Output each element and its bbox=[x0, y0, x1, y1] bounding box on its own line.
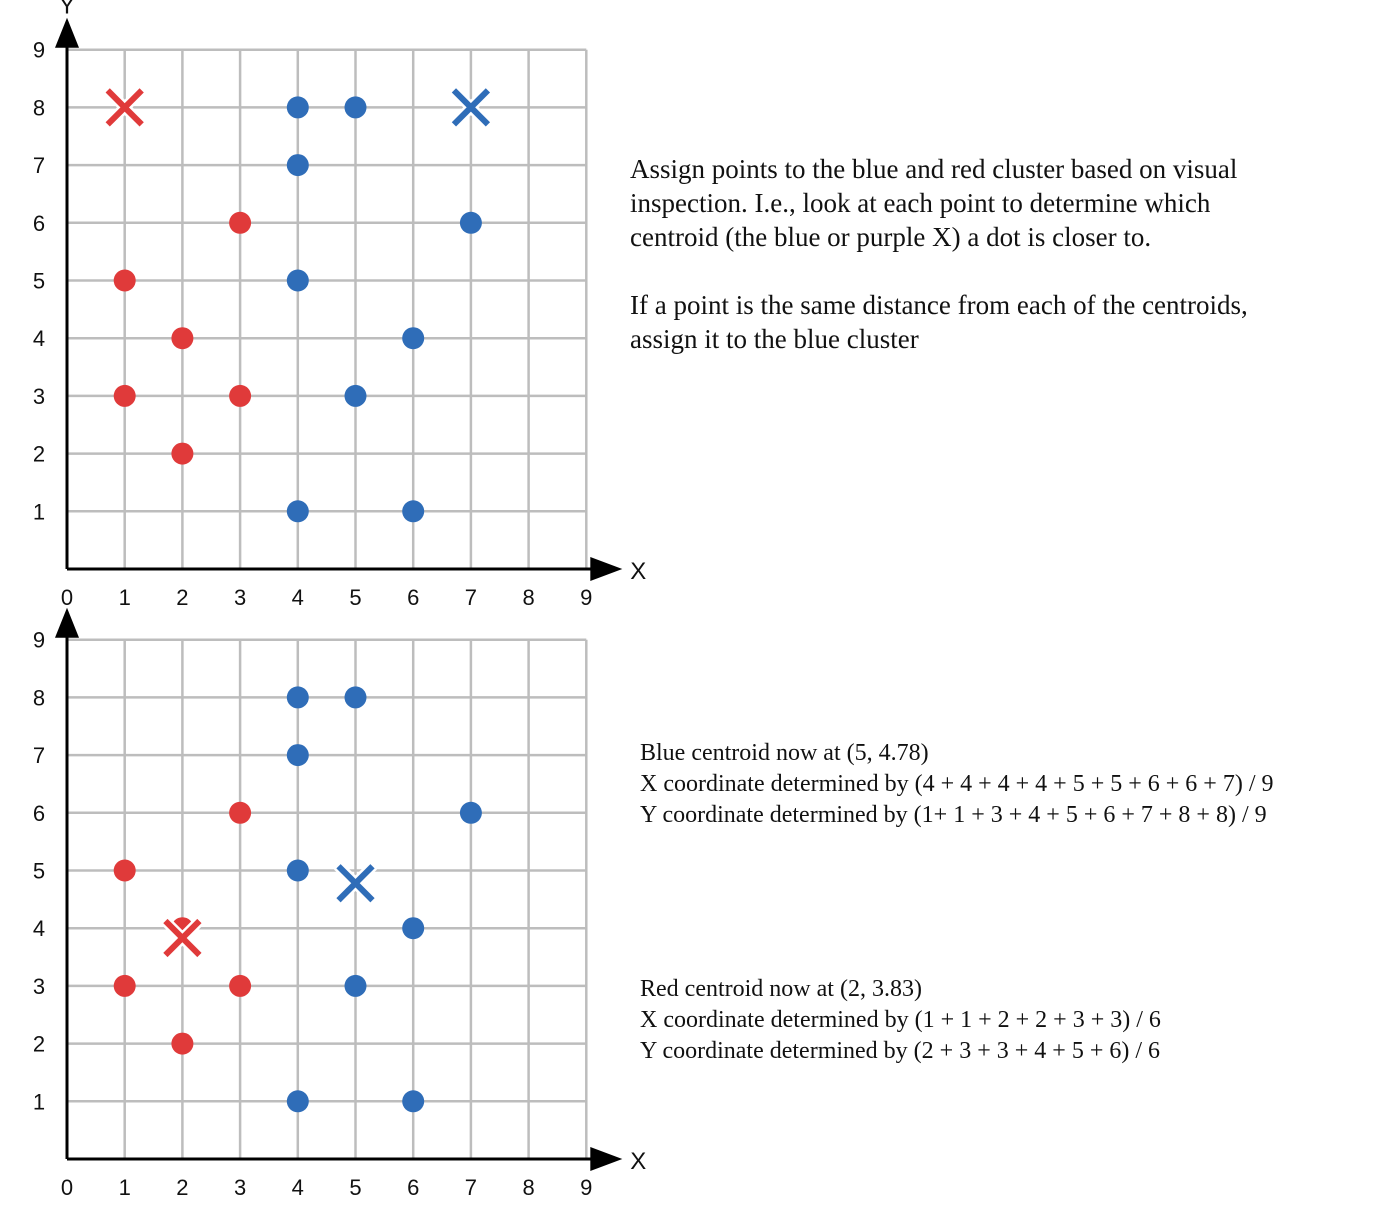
y-tick-label: 5 bbox=[33, 859, 45, 884]
blue-data-point bbox=[286, 96, 309, 119]
red-data-point bbox=[171, 442, 194, 465]
initial-centroids-scatter-plot: 0 1 2 3 4 5 6 7 8 9 1 2 3 4 5 6 7 8 9 X Y bbox=[33, 0, 646, 610]
y-axis-title: Y bbox=[59, 0, 75, 20]
y-tick-label: 1 bbox=[33, 1089, 45, 1114]
blue-data-point bbox=[402, 327, 425, 350]
blue-data-point bbox=[402, 1090, 425, 1113]
blue-data-point bbox=[286, 1090, 309, 1113]
y-tick-label: 9 bbox=[33, 628, 45, 653]
y-tick-label: 9 bbox=[33, 38, 45, 63]
blue-centroid-marker bbox=[448, 84, 494, 130]
x-axis-arrowhead bbox=[590, 557, 623, 581]
red-data-point bbox=[229, 384, 252, 407]
x-tick-label: 6 bbox=[407, 1175, 419, 1200]
y-tick-label: 3 bbox=[33, 974, 45, 999]
red-centroid-position: Red centroid now at (2, 3.83) bbox=[640, 976, 922, 1002]
blue-data-point bbox=[286, 154, 309, 177]
blue-data-point bbox=[286, 744, 309, 767]
blue-data-point bbox=[344, 974, 367, 997]
x-tick-label: 8 bbox=[522, 1175, 534, 1200]
blue-data-point bbox=[459, 211, 482, 234]
instructions-line-3: centroid (the blue or purple X) a dot is… bbox=[630, 222, 1152, 252]
blue-x-calculation: X coordinate determined by (4 + 4 + 4 + … bbox=[640, 771, 1274, 797]
x-tick-label: 7 bbox=[465, 585, 477, 610]
x-axis-arrowhead bbox=[590, 1147, 623, 1171]
tie-rule-line-2: assign it to the blue cluster bbox=[630, 324, 919, 354]
x-tick-label: 8 bbox=[522, 585, 534, 610]
y-tick-label: 4 bbox=[33, 326, 45, 351]
red-data-point bbox=[171, 1032, 194, 1055]
blue-data-point bbox=[286, 500, 309, 523]
y-tick-label: 8 bbox=[33, 685, 45, 710]
x-tick-label: 9 bbox=[580, 1175, 592, 1200]
blue-data-point bbox=[344, 384, 367, 407]
y-axis-arrowhead bbox=[55, 607, 79, 638]
red-data-point bbox=[229, 974, 252, 997]
red-data-point bbox=[113, 974, 136, 997]
x-tick-label: 9 bbox=[580, 585, 592, 610]
instructions-line-2: inspection. I.e., look at each point to … bbox=[630, 188, 1211, 218]
blue-data-point bbox=[344, 96, 367, 119]
x-tick-label: 3 bbox=[234, 1175, 246, 1200]
red-data-point bbox=[113, 859, 136, 882]
blue-data-point bbox=[344, 686, 367, 709]
blue-centroid-marker bbox=[333, 860, 378, 906]
red-centroid-marker bbox=[159, 915, 205, 961]
red-data-point bbox=[113, 269, 136, 292]
blue-data-point bbox=[286, 686, 309, 709]
y-tick-label: 7 bbox=[33, 743, 45, 768]
x-tick-label: 6 bbox=[407, 585, 419, 610]
x-tick-label: 4 bbox=[292, 585, 304, 610]
y-tick-label: 2 bbox=[33, 442, 45, 467]
red-x-calculation: X coordinate determined by (1 + 1 + 2 + … bbox=[640, 1007, 1161, 1033]
x-tick-label: 2 bbox=[176, 1175, 188, 1200]
y-tick-label: 2 bbox=[33, 1032, 45, 1057]
y-tick-label: 4 bbox=[33, 916, 45, 941]
x-tick-label: 1 bbox=[119, 1175, 131, 1200]
x-axis-title: X bbox=[630, 558, 646, 585]
red-data-point bbox=[171, 327, 194, 350]
x-tick-label: 7 bbox=[465, 1175, 477, 1200]
red-centroid-calculation: Red centroid now at (2, 3.83) X coordina… bbox=[640, 974, 1161, 1067]
x-tick-label: 2 bbox=[176, 585, 188, 610]
y-tick-label: 5 bbox=[33, 269, 45, 294]
red-data-point bbox=[113, 384, 136, 407]
blue-data-point bbox=[286, 269, 309, 292]
y-tick-label: 3 bbox=[33, 384, 45, 409]
y-tick-label: 6 bbox=[33, 801, 45, 826]
x-tick-label: 5 bbox=[349, 585, 361, 610]
blue-centroid-calculation: Blue centroid now at (5, 4.78) X coordin… bbox=[640, 738, 1274, 831]
blue-y-calculation: Y coordinate determined by (1+ 1 + 3 + 4… bbox=[640, 802, 1267, 828]
tie-rule-line-1: If a point is the same distance from eac… bbox=[630, 290, 1248, 320]
instructions-text: Assign points to the blue and red cluste… bbox=[630, 152, 1248, 356]
blue-data-point bbox=[402, 917, 425, 940]
x-tick-label: 4 bbox=[292, 1175, 304, 1200]
x-tick-label: 0 bbox=[61, 585, 73, 610]
blue-data-point bbox=[459, 801, 482, 824]
x-tick-label: 0 bbox=[61, 1175, 73, 1200]
blue-centroid-position: Blue centroid now at (5, 4.78) bbox=[640, 740, 929, 766]
y-tick-label: 6 bbox=[33, 211, 45, 236]
updated-centroids-scatter-plot: 0 1 2 3 4 5 6 7 8 9 1 2 3 4 5 6 7 8 9 X bbox=[33, 607, 646, 1200]
x-tick-label: 1 bbox=[119, 585, 131, 610]
y-tick-label: 8 bbox=[33, 95, 45, 120]
y-tick-label: 1 bbox=[33, 499, 45, 524]
x-tick-label: 5 bbox=[349, 1175, 361, 1200]
blue-data-point bbox=[402, 500, 425, 523]
instructions-line-1: Assign points to the blue and red cluste… bbox=[630, 154, 1238, 184]
red-data-point bbox=[229, 211, 252, 234]
y-tick-label: 7 bbox=[33, 153, 45, 178]
red-centroid-marker bbox=[102, 84, 148, 130]
x-axis-title: X bbox=[630, 1148, 646, 1175]
red-data-point bbox=[229, 801, 252, 824]
y-axis-arrowhead bbox=[55, 17, 79, 48]
x-tick-label: 3 bbox=[234, 585, 246, 610]
red-y-calculation: Y coordinate determined by (2 + 3 + 3 + … bbox=[640, 1038, 1161, 1064]
blue-data-point bbox=[286, 859, 309, 882]
